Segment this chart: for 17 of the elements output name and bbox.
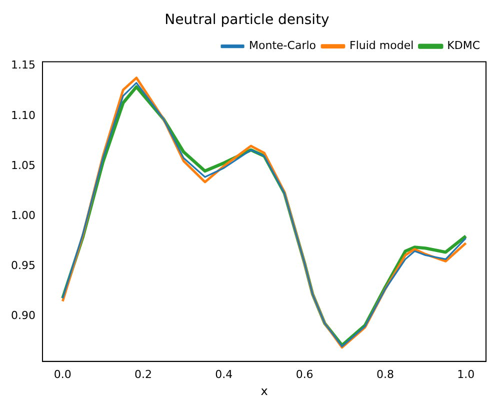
y-tick-label: 0.90 [10, 309, 36, 322]
y-tick-label: 1.05 [10, 158, 36, 172]
legend-label: KDMC [447, 39, 480, 52]
x-tick-label: 0.0 [54, 368, 72, 381]
y-tick-label: 1.00 [10, 208, 36, 222]
y-tick-label: 1.15 [10, 58, 36, 72]
y-tick-label: 0.95 [10, 259, 36, 272]
y-tick-label: 1.10 [10, 108, 36, 122]
x-tick-label: 0.2 [134, 368, 152, 381]
x-tick-label: 0.4 [215, 368, 233, 381]
legend-label: Monte-Carlo [249, 39, 316, 52]
x-tick-label: 0.8 [376, 368, 394, 381]
x-tick-label: 0.6 [296, 368, 314, 381]
legend-label: Fluid model [350, 39, 414, 52]
chart-title: Neutral particle density [164, 12, 330, 28]
x-axis-title: x [260, 384, 268, 398]
x-tick-label: 1.0 [457, 368, 475, 381]
